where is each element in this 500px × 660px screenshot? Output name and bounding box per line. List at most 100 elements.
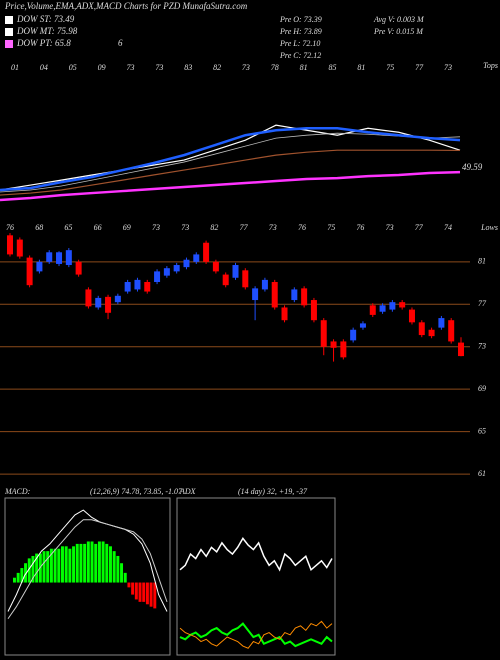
x-label: 76 <box>356 223 364 232</box>
histogram-bar <box>20 568 24 583</box>
x-label: 77 <box>415 63 424 72</box>
y-tick-label: 61 <box>478 469 486 478</box>
candle-body <box>458 342 464 357</box>
candle-body <box>46 252 53 262</box>
x-label: 05 <box>69 63 77 72</box>
adx-panel <box>176 497 336 656</box>
candle-body <box>340 341 347 358</box>
histogram-bar <box>94 543 98 583</box>
stat: Pre O: 73.39 <box>279 15 322 24</box>
legend-swatch <box>5 40 13 48</box>
histogram-bar <box>145 582 149 605</box>
candle-body <box>154 271 161 282</box>
candle-body <box>379 305 386 312</box>
histogram-bar <box>24 563 28 583</box>
x-label: 81 <box>300 63 308 72</box>
panel-params: (12,26,9) 74.78, 73.85, -1.07 <box>90 487 183 496</box>
histogram-bar <box>134 582 138 600</box>
candle-body <box>261 279 268 290</box>
page-title: Price,Volume,EMA,ADX,MACD Charts for PZD… <box>4 1 248 11</box>
stat: Pre C: 72.12 <box>279 51 321 60</box>
x-label: 82 <box>210 223 218 232</box>
legend-swatch <box>5 16 13 24</box>
histogram-bar <box>42 551 46 583</box>
candle-body <box>310 300 317 321</box>
histogram-bar <box>83 543 87 583</box>
histogram-bar <box>61 546 64 583</box>
ema-line <box>0 149 461 196</box>
histogram-bar <box>123 572 127 583</box>
candle-body <box>114 295 121 303</box>
candle-body <box>291 289 298 301</box>
y-tick-label: 77 <box>478 299 487 308</box>
y-tick-label: 81 <box>478 257 486 266</box>
candle-body <box>408 309 415 323</box>
x-label: 85 <box>329 63 337 72</box>
stat: Pre V: 0.015 M <box>373 27 424 36</box>
y-tick-label: 69 <box>478 384 486 393</box>
candle-body <box>330 341 337 348</box>
histogram-bar <box>112 551 116 583</box>
candle-body <box>399 302 406 308</box>
x-label: 68 <box>35 223 43 232</box>
legend-extra: 6 <box>118 38 123 48</box>
candle-body <box>36 261 43 272</box>
candle-body <box>75 261 82 275</box>
histogram-bar <box>109 546 112 583</box>
histogram-bar <box>53 548 57 583</box>
x-label: 73 <box>269 223 277 232</box>
candle-body <box>350 329 357 341</box>
x-label: 74 <box>444 223 452 232</box>
candle-body <box>163 268 170 276</box>
histogram-bar <box>101 541 105 583</box>
histogram-bar <box>127 582 131 588</box>
histogram-bar <box>97 541 101 583</box>
histogram-bar <box>131 582 135 595</box>
histogram-bar <box>142 582 146 602</box>
candle-body <box>134 279 141 290</box>
histogram-bar <box>153 582 157 609</box>
y-tick-label: 73 <box>478 342 486 351</box>
legend-label: DOW PT: 65.8 <box>16 38 71 48</box>
candle-body <box>222 274 229 286</box>
histogram-bar <box>90 541 94 583</box>
candle-body <box>438 318 445 328</box>
candle-body <box>7 235 13 255</box>
candle-body <box>124 282 131 292</box>
histogram-bar <box>138 582 142 602</box>
adx-line <box>179 622 333 648</box>
histogram-bar <box>57 548 61 583</box>
histogram-bar <box>79 543 83 583</box>
candle-body <box>369 305 376 315</box>
macd-line <box>7 519 168 620</box>
x-label: 73 <box>386 223 394 232</box>
x-label: 65 <box>64 223 72 232</box>
adx-line <box>179 620 333 649</box>
x-label: 69 <box>123 223 131 232</box>
candle-body <box>448 320 455 342</box>
ema-line <box>0 127 461 192</box>
stat: Avg V: 0.003 M <box>373 15 425 24</box>
candle-body <box>65 250 72 266</box>
x-label: 73 <box>181 223 189 232</box>
x-label: 76 <box>6 223 14 232</box>
histogram-bar <box>13 577 16 583</box>
histogram-bar <box>72 546 76 583</box>
candle-body <box>144 282 151 292</box>
histogram-bar <box>120 563 124 583</box>
candle-body <box>232 265 239 278</box>
candle-body <box>301 288 308 306</box>
histogram-bar <box>149 582 153 607</box>
x-label: 73 <box>242 63 250 72</box>
x-label: 66 <box>94 223 102 232</box>
candle-body <box>252 288 259 301</box>
x-label: 75 <box>386 63 394 72</box>
histogram-bar <box>105 543 109 583</box>
x-label: 75 <box>327 223 335 232</box>
histogram-bar <box>27 558 31 583</box>
x-label: 04 <box>40 63 48 72</box>
x-label: 73 <box>155 63 163 72</box>
x-label: 78 <box>271 63 279 72</box>
candle-body <box>16 239 23 257</box>
